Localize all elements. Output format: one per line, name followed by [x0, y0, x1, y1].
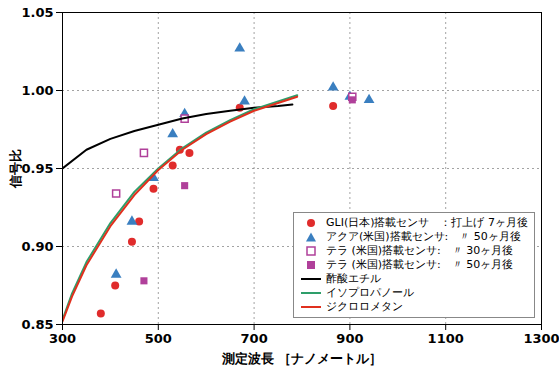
svg-text:0.85: 0.85 [21, 317, 53, 332]
svg-text:1100: 1100 [428, 331, 464, 346]
html-text:イソプロパノール: イソプロパノール [326, 286, 414, 299]
html-text:テラ (米国)搭載センサ: 〃 30ヶ月後: テラ (米国)搭載センサ: 〃 30ヶ月後 [326, 244, 514, 257]
svg-text:1300: 1300 [523, 331, 559, 346]
html-text:テラ (米国)搭載センサ: 〃 50ヶ月後: テラ (米国)搭載センサ: 〃 50ヶ月後 [326, 258, 514, 271]
svg-text:700: 700 [241, 331, 268, 346]
svg-text:0.90: 0.90 [21, 239, 53, 254]
svg-text:900: 900 [336, 331, 363, 346]
svg-text:1.05: 1.05 [21, 5, 53, 20]
svg-text:測定波長 ［ナノメートル］: 測定波長 ［ナノメートル］ [221, 351, 383, 366]
svg-text:0.95: 0.95 [21, 161, 53, 176]
html-text:アクア(米国)搭載センサ: 〃 50ヶ月後: アクア(米国)搭載センサ: 〃 50ヶ月後 [326, 230, 521, 243]
html-text:ジクロロメタン: ジクロロメタン [326, 300, 403, 313]
html-text:酢酸エチル: 酢酸エチル [326, 272, 381, 285]
svg-text:1.00: 1.00 [21, 83, 53, 98]
svg-text:500: 500 [145, 331, 172, 346]
svg-text:300: 300 [49, 331, 76, 346]
svg-text:信号比: 信号比 [8, 149, 23, 189]
html-text:GLI(日本)搭載センサ ：打上げ 7ヶ月後: GLI(日本)搭載センサ ：打上げ 7ヶ月後 [326, 216, 528, 229]
